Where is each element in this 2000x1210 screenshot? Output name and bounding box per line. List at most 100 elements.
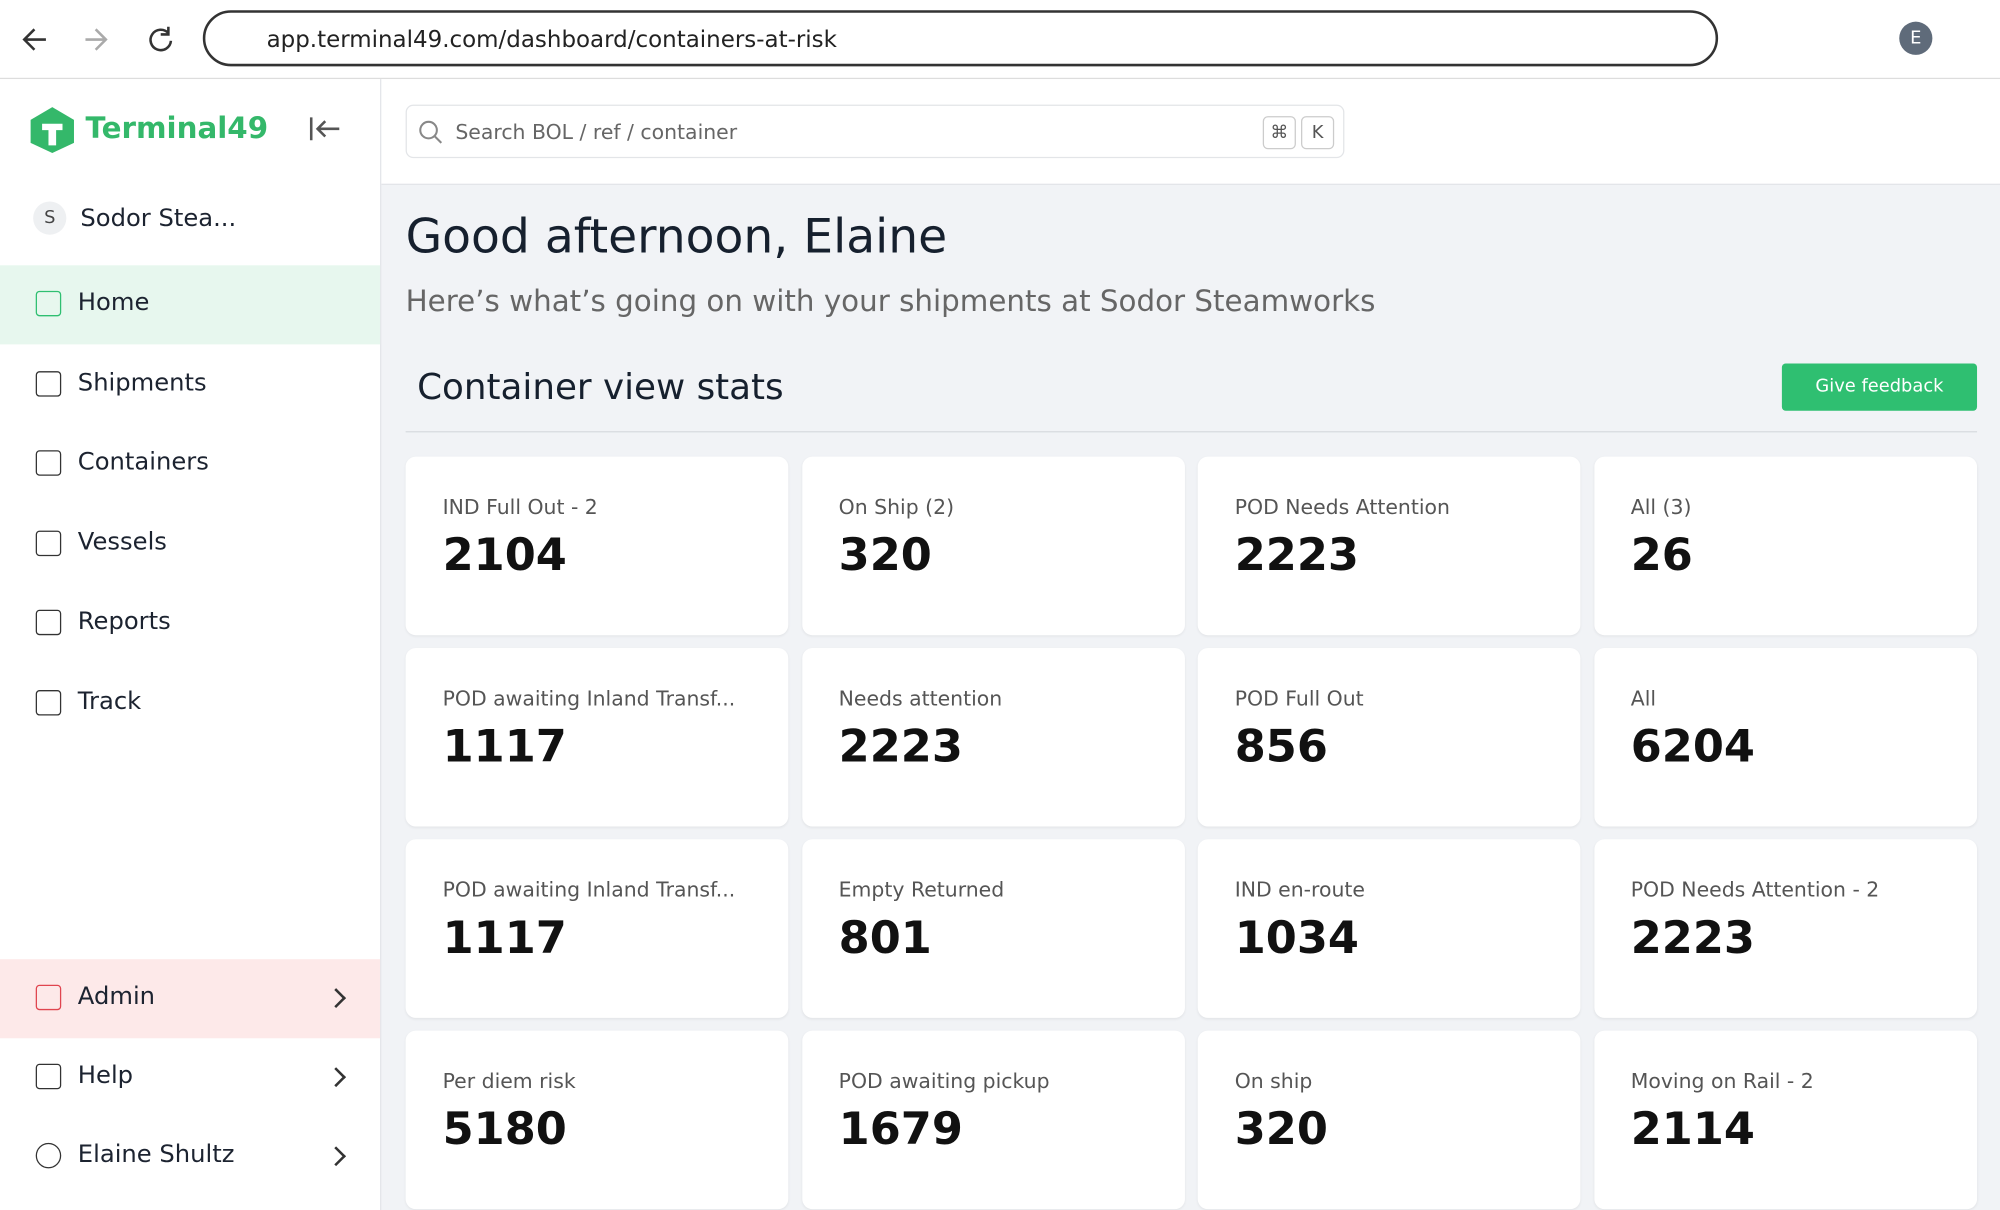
shortcut-key: ⌘ [1262, 116, 1296, 150]
nav-item[interactable]: Home [0, 265, 381, 345]
nav-item[interactable]: Containers [0, 425, 380, 504]
card-value: 26 [1630, 530, 1693, 582]
address-bar[interactable]: app.terminal49.com/dashboard/containers-… [202, 10, 1719, 67]
footer-item[interactable]: Elaine Shultz [0, 1117, 380, 1196]
card-value: 2223 [1234, 530, 1359, 582]
footer-label: Admin [77, 982, 156, 1011]
card-value: 1117 [442, 721, 567, 773]
search-icon [419, 120, 443, 144]
card-label: On ship [1234, 1068, 1313, 1094]
chevron [326, 1067, 347, 1088]
footer-label: Elaine Shultz [77, 1140, 235, 1169]
stat-card[interactable]: Needs attention 2223 [801, 647, 1185, 827]
stat-card[interactable]: On Ship (2) 320 [801, 456, 1185, 636]
logo [30, 107, 74, 154]
chevron [326, 1146, 347, 1167]
stat-card[interactable]: On ship 320 [1197, 1030, 1581, 1210]
card-value: 2223 [838, 721, 963, 773]
card-value: 2104 [442, 530, 567, 582]
nav-icon [35, 689, 62, 715]
card-label: POD Needs Attention - 2 [1630, 877, 1880, 902]
section-title: Container view stats [417, 366, 784, 409]
stat-card[interactable]: POD Needs Attention - 2 2223 [1593, 839, 1977, 1018]
card-label: All [1630, 686, 1657, 711]
card-label: All (3) [1630, 494, 1692, 520]
card-value: 2114 [1630, 1104, 1756, 1156]
nav-label: Containers [77, 447, 209, 476]
top-bar: Search BOL / ref / container ⌘ K [381, 79, 2000, 185]
stat-card[interactable]: POD awaiting pickup 1679 [801, 1030, 1185, 1210]
nav-item[interactable]: Track [0, 664, 380, 743]
org-name[interactable]: Sodor Stea... [80, 204, 237, 233]
nav-icon [35, 290, 62, 317]
stat-card[interactable]: POD Full Out 856 [1197, 647, 1581, 827]
profile[interactable]: E [1899, 21, 1933, 55]
card-label: Per diem risk [442, 1068, 576, 1094]
card-value: 1117 [442, 913, 567, 965]
card-label: POD awaiting pickup [838, 1068, 1050, 1094]
footer-icon [35, 1063, 62, 1090]
card-label: On Ship (2) [838, 494, 955, 520]
nav-item[interactable]: Vessels [0, 504, 380, 583]
footer-icon [35, 984, 62, 1011]
footer-item[interactable]: Admin [0, 959, 381, 1039]
url: app.terminal49.com/dashboard/containers-… [266, 26, 837, 54]
card-value: 1679 [838, 1104, 963, 1156]
greeting: Good afternoon, Elaine [405, 209, 948, 265]
sidebar: Terminal49 S Sodor Stea... Home Shipments… [0, 79, 382, 1210]
card-value: 2223 [1630, 913, 1756, 965]
subtitle: Here’s what’s going on with your shipmen… [405, 285, 1376, 319]
nav-label: Vessels [77, 527, 167, 556]
stat-card[interactable]: POD awaiting Inland Transf... 1117 [405, 647, 789, 827]
card-label: Needs attention [838, 686, 1003, 711]
divider [405, 431, 1978, 433]
stat-card[interactable]: IND en-route 1034 [1197, 839, 1581, 1018]
card-label: POD Full Out [1234, 686, 1364, 711]
nav-icon [35, 450, 62, 476]
stat-card[interactable]: Empty Returned 801 [801, 839, 1185, 1018]
card-value: 320 [1234, 1104, 1328, 1156]
brand: Terminal49 [85, 112, 269, 146]
feedback-button[interactable]: Give feedback [1781, 363, 1978, 411]
card-value: 801 [838, 913, 932, 965]
nav-label: Reports [77, 607, 171, 636]
footer-icon [35, 1142, 62, 1169]
browser-bar: app.terminal49.com/dashboard/containers-… [0, 0, 2000, 80]
nav-icon [35, 609, 62, 636]
stat-card[interactable]: Moving on Rail - 2 2114 [1593, 1030, 1977, 1210]
nav-icon [35, 370, 62, 397]
collapse-icon[interactable] [309, 115, 342, 143]
search-box[interactable]: Search BOL / ref / container ⌘ K [405, 104, 1345, 159]
card-value: 6204 [1630, 721, 1756, 773]
stat-card[interactable]: Per diem risk 5180 [405, 1030, 789, 1210]
nav-item[interactable]: Reports [0, 584, 380, 663]
footer-item[interactable]: Help [0, 1038, 380, 1117]
card-label: Empty Returned [838, 877, 1005, 902]
card-value: 1034 [1234, 913, 1359, 965]
stat-card[interactable]: IND Full Out - 2 2104 [405, 456, 789, 636]
stat-card[interactable]: All (3) 26 [1593, 456, 1977, 636]
nav-buttons[interactable] [18, 23, 184, 56]
card-value: 320 [838, 530, 932, 582]
nav-item[interactable]: Shipments [0, 345, 380, 424]
search-placeholder: Search BOL / ref / container [455, 119, 738, 145]
card-label: IND Full Out - 2 [442, 494, 598, 520]
card-label: POD Needs Attention [1234, 494, 1450, 520]
stat-card[interactable]: POD Needs Attention 2223 [1197, 456, 1581, 636]
card-label: Moving on Rail - 2 [1630, 1068, 1814, 1094]
card-label: POD awaiting Inland Transf... [442, 877, 736, 902]
stat-card[interactable]: All 6204 [1593, 647, 1977, 827]
nav-label: Shipments [77, 367, 207, 397]
card-label: POD awaiting Inland Transf... [442, 686, 736, 711]
stat-card[interactable]: POD awaiting Inland Transf... 1117 [405, 839, 789, 1018]
nav-icon [35, 529, 62, 556]
card-value: 5180 [442, 1104, 567, 1156]
nav-label: Home [77, 288, 150, 317]
card-value: 856 [1234, 721, 1328, 773]
footer-label: Help [77, 1061, 134, 1090]
nav-label: Track [77, 686, 142, 715]
chevron [326, 988, 347, 1009]
shortcut-key: K [1301, 116, 1335, 150]
